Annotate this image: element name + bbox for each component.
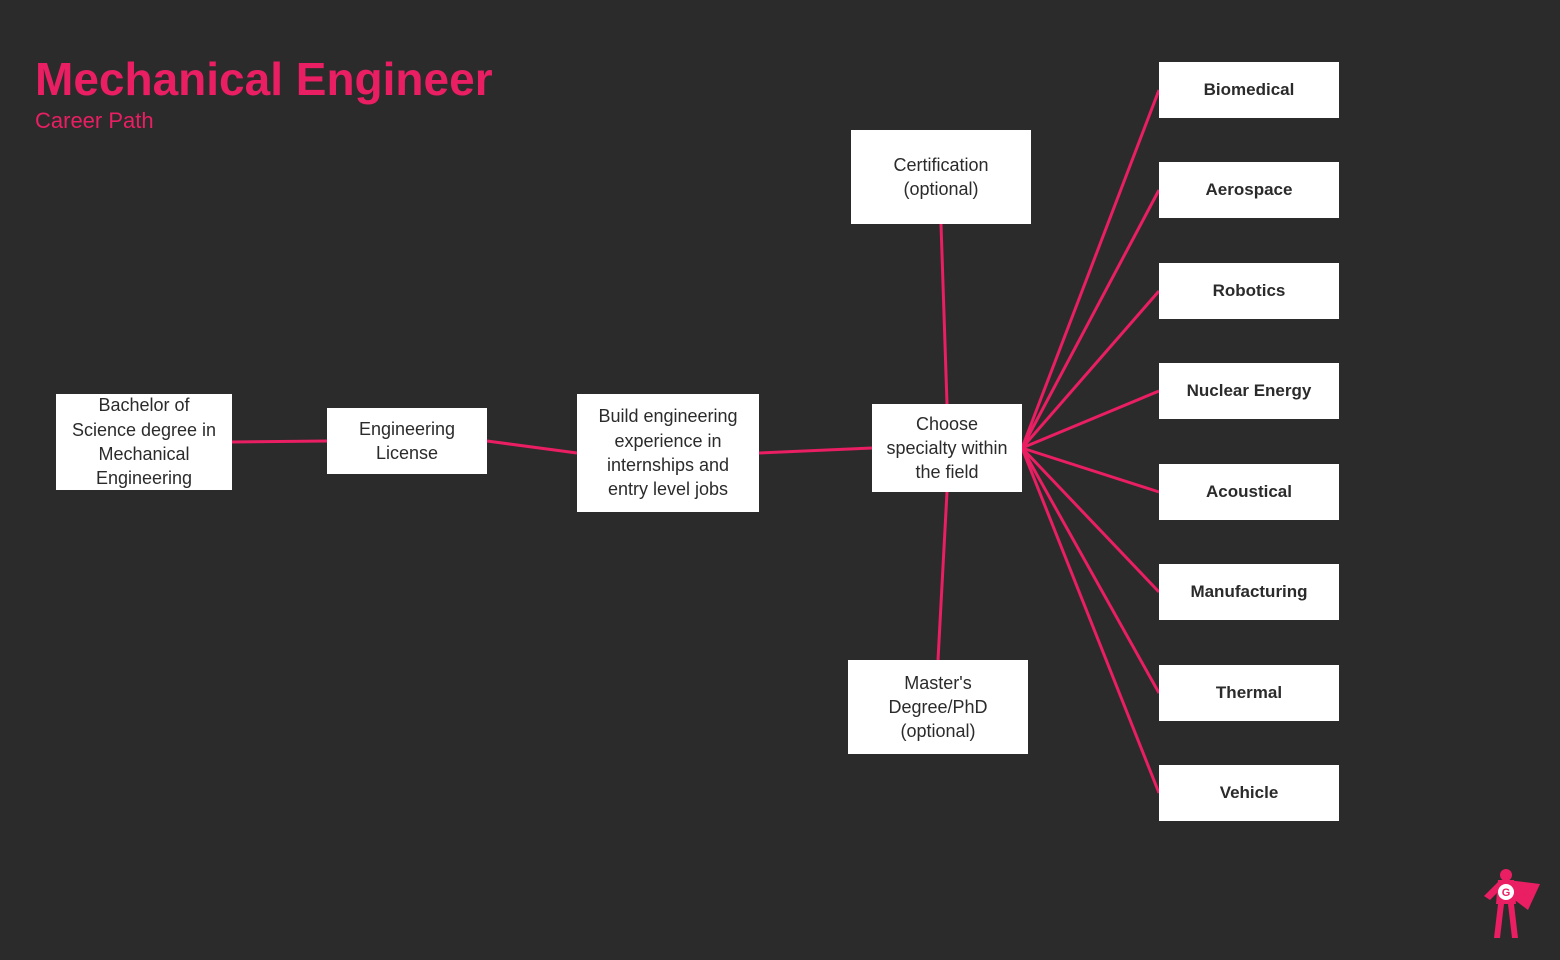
brand-logo: G: [1468, 864, 1544, 949]
flow-node-specialty: Choose specialty within the field: [872, 404, 1022, 492]
flow-node-aerospace: Aerospace: [1159, 162, 1339, 218]
flow-node-experience: Build engineering experience in internsh…: [577, 394, 759, 512]
edge-specialty-to-masters: [938, 492, 947, 660]
edge-experience-to-specialty: [759, 448, 872, 453]
edge-specialty-to-acoustical: [1022, 448, 1159, 492]
edge-specialty-to-cert: [941, 224, 947, 404]
diagram-canvas: Mechanical Engineer Career Path Bachelor…: [0, 0, 1560, 960]
edge-specialty-to-thermal: [1022, 448, 1159, 693]
flow-node-bachelor: Bachelor of Science degree in Mechanical…: [56, 394, 232, 490]
flow-node-manufacturing: Manufacturing: [1159, 564, 1339, 620]
edge-specialty-to-robotics: [1022, 291, 1159, 448]
flow-node-acoustical: Acoustical: [1159, 464, 1339, 520]
edge-specialty-to-aerospace: [1022, 190, 1159, 448]
edge-bachelor-to-license: [232, 441, 327, 442]
page-title: Mechanical Engineer: [35, 52, 493, 106]
edge-specialty-to-nuclear: [1022, 391, 1159, 448]
flow-node-robotics: Robotics: [1159, 263, 1339, 319]
flow-node-license: Engineering License: [327, 408, 487, 474]
flow-node-nuclear: Nuclear Energy: [1159, 363, 1339, 419]
flow-node-thermal: Thermal: [1159, 665, 1339, 721]
edge-specialty-to-manufacturing: [1022, 448, 1159, 592]
flow-node-vehicle: Vehicle: [1159, 765, 1339, 821]
edge-license-to-experience: [487, 441, 577, 453]
flow-node-biomedical: Biomedical: [1159, 62, 1339, 118]
page-subtitle: Career Path: [35, 108, 154, 134]
svg-text:G: G: [1502, 887, 1511, 899]
edge-specialty-to-vehicle: [1022, 448, 1159, 793]
edge-specialty-to-biomedical: [1022, 90, 1159, 448]
flow-node-masters: Master's Degree/PhD (optional): [848, 660, 1028, 754]
flow-node-cert: Certification (optional): [851, 130, 1031, 224]
